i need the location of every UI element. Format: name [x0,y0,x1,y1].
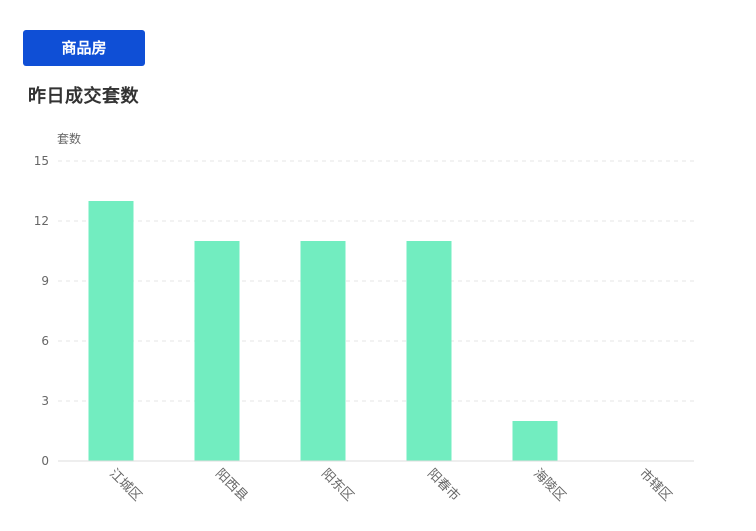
y-tick-label: 9 [41,274,49,288]
bar [406,241,452,461]
x-tick-label: 阳春市 [424,466,463,505]
bar [300,241,346,461]
y-tick-label: 3 [41,394,49,408]
bar [512,421,558,461]
bars [88,201,558,461]
y-axis-label: 套数 [57,131,81,146]
x-tick-label: 市辖区 [636,466,675,505]
x-tick-label: 海陵区 [530,466,568,504]
x-tick-label: 阳东区 [318,466,356,504]
y-tick-label: 6 [41,334,49,348]
y-tick-label: 0 [41,454,49,468]
x-tick-label: 江城区 [106,466,144,504]
y-tick-label: 15 [34,154,49,168]
bar [194,241,240,461]
y-tick-label: 12 [34,214,49,228]
bar [88,201,134,461]
tab-commercial-housing[interactable]: 商品房 [23,30,145,66]
chart-title: 昨日成交套数 [28,86,139,107]
x-tick-label: 阳西县 [212,466,250,504]
grid-lines [58,160,694,402]
